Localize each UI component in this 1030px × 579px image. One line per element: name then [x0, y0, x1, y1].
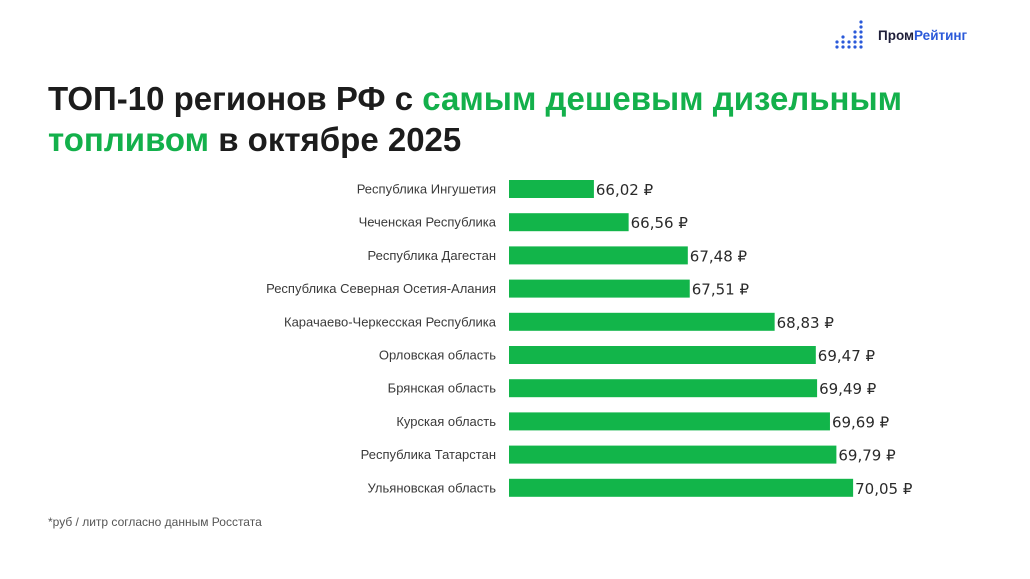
value-label: 69,47 ₽ — [818, 347, 876, 365]
category-label: Карачаево-Черкесская Республика — [284, 314, 497, 329]
brand-name-part2: Рейтинг — [914, 28, 968, 43]
bar-chart: Республика Ингушетия 66,02 ₽ Чеченская Рес… — [266, 180, 913, 498]
bar — [509, 379, 818, 398]
bar — [509, 312, 775, 331]
bar — [509, 180, 594, 198]
value-label: 70,05 ₽ — [855, 480, 913, 498]
category-label: Орловская область — [379, 348, 496, 363]
category-label: Республика Ингушетия — [357, 182, 496, 197]
category-label: Ульяновская область — [368, 480, 497, 495]
brand-name-part1: Пром — [878, 28, 915, 43]
brand-name: ПромРейтинг — [878, 28, 967, 43]
category-label: Чеченская Республика — [359, 215, 497, 230]
category-label: Курская область — [396, 414, 496, 429]
value-label: 69,79 ₽ — [838, 447, 896, 465]
value-label: 69,49 ₽ — [819, 380, 877, 398]
value-label: 67,51 ₽ — [692, 281, 750, 299]
chart-title: ТОП-10 регионов РФ с самым дешевым дизел… — [48, 78, 1008, 160]
value-label: 66,02 ₽ — [596, 181, 654, 199]
value-label: 69,69 ₽ — [832, 413, 890, 431]
bar — [509, 213, 629, 232]
title-highlight: самым дешевым дизельным топливом — [48, 80, 903, 158]
category-label: Республика Татарстан — [361, 447, 496, 462]
bar — [509, 478, 854, 497]
bar — [509, 445, 837, 464]
bar — [509, 279, 690, 298]
bar-dots-logo-icon — [835, 20, 863, 49]
value-label: 67,48 ₽ — [690, 247, 748, 265]
bar — [509, 246, 688, 265]
bar — [509, 412, 830, 431]
category-label: Республика Северная Осетия-Алания — [266, 281, 496, 296]
title-part2: в октябре 2025 — [209, 121, 462, 158]
value-label: 68,83 ₽ — [777, 314, 835, 332]
title-part1: ТОП-10 регионов РФ с — [48, 80, 423, 117]
bar — [509, 346, 816, 364]
category-label: Брянская область — [388, 381, 497, 396]
category-label: Республика Дагестан — [368, 248, 496, 263]
brand-logo: ПромРейтинг — [834, 20, 994, 50]
footnote: *руб / литр согласно данным Росстата — [48, 515, 262, 529]
value-label: 66,56 ₽ — [631, 214, 689, 232]
